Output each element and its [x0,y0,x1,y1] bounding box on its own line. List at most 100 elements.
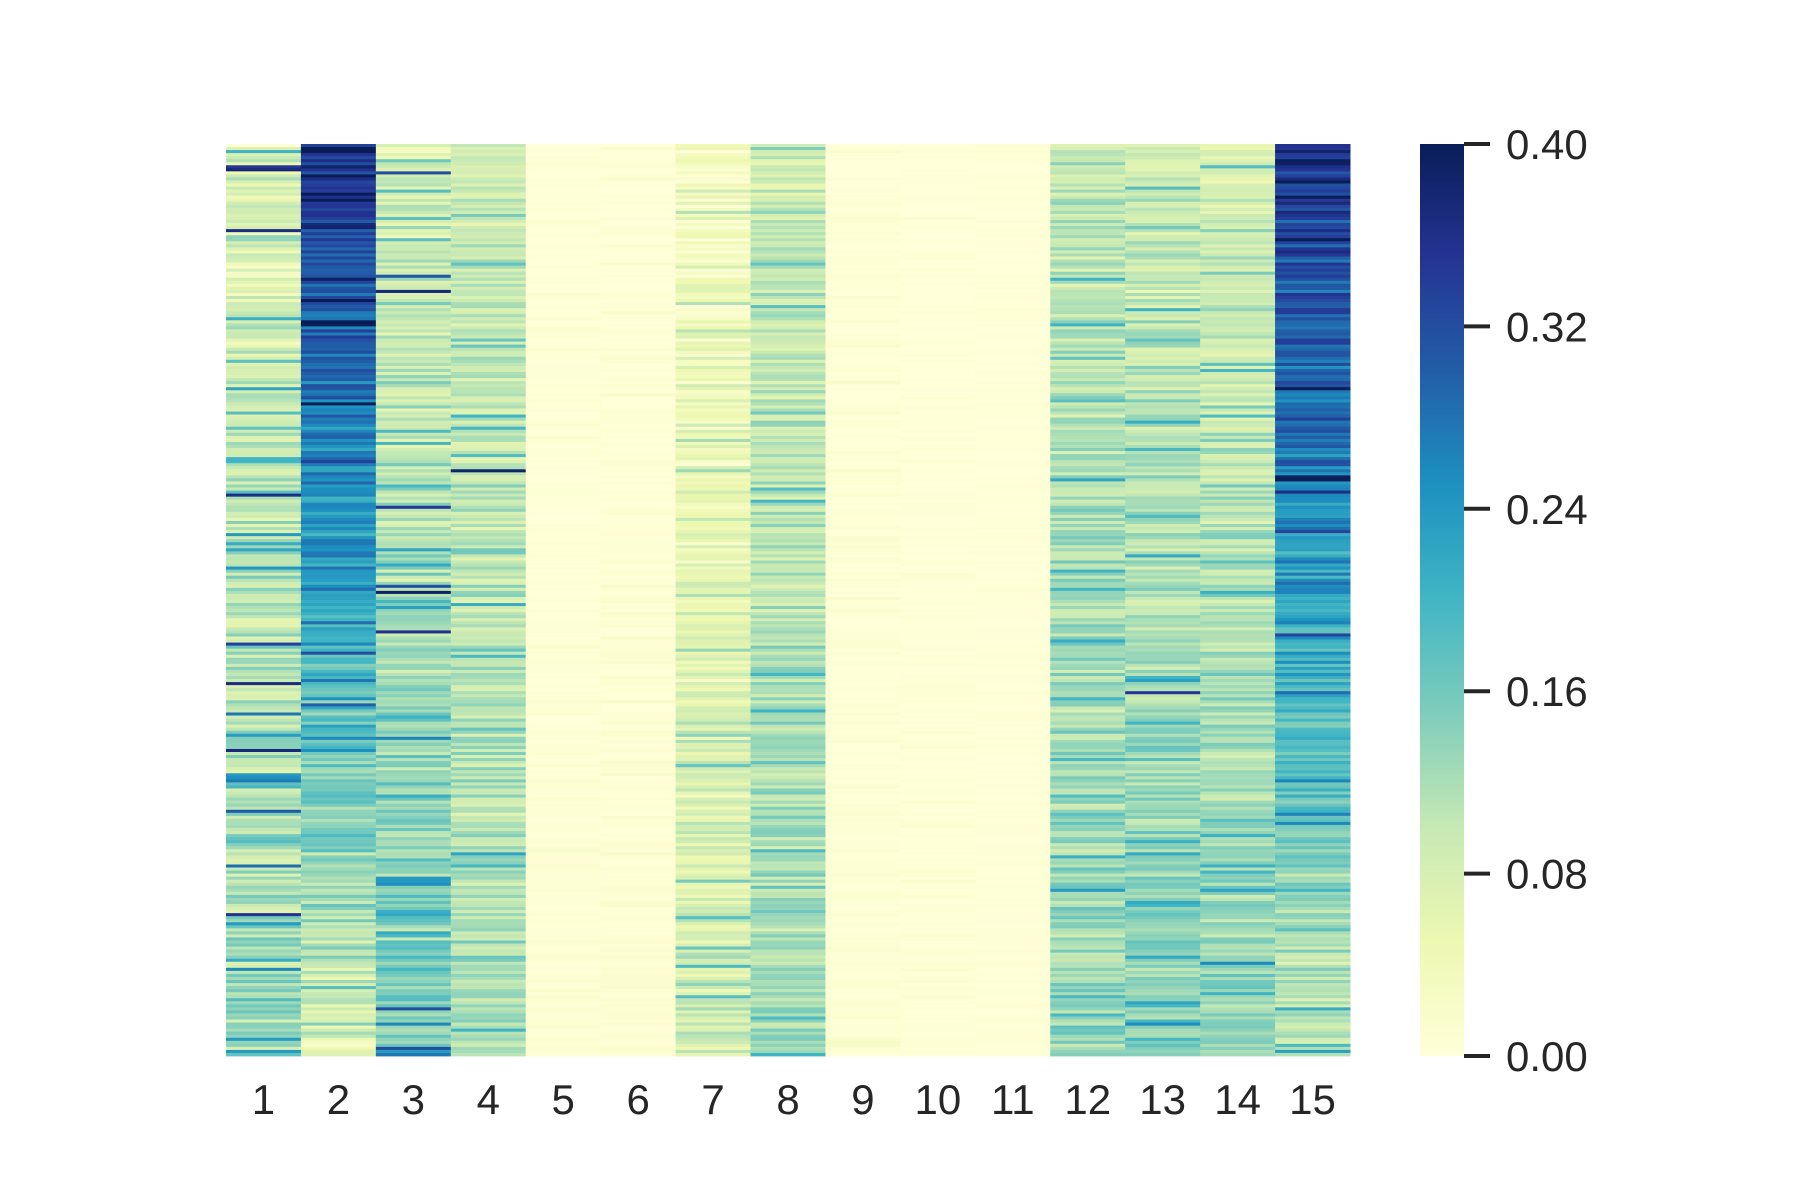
heatmap-cell [675,527,752,531]
heatmap-cell [1200,350,1276,355]
heatmap-cell [1200,812,1276,817]
heatmap-cell [226,976,302,981]
heatmap-cell [1050,271,1126,276]
heatmap-cell [1125,533,1201,537]
heatmap-cell [900,803,976,808]
heatmap-cell [750,502,826,507]
heatmap-cell [1200,180,1276,184]
heatmap-cell [226,253,302,257]
heatmap-cell [600,259,677,263]
heatmap-cell [600,797,677,802]
heatmap-cell [1050,949,1126,954]
heatmap-cell [226,831,302,835]
heatmap-cell [900,1013,976,1017]
heatmap-cell [1125,171,1201,175]
heatmap-cell [525,286,602,291]
heatmap-cell [450,451,527,455]
heatmap-cell [1050,575,1126,580]
heatmap-cell [525,441,602,446]
heatmap-cell [1125,818,1201,823]
heatmap-cell [675,396,752,400]
heatmap-cell [525,596,602,601]
heatmap-cell [450,861,527,865]
heatmap-cell [1050,527,1126,531]
heatmap-cell [450,600,527,604]
heatmap-cell [1275,1004,1351,1008]
heatmap-cell [825,159,901,163]
heatmap-cell [1275,444,1351,449]
heatmap-cell [1200,873,1276,878]
heatmap-cell [300,998,377,1002]
heatmap-cell [1125,432,1201,437]
heatmap-cell [900,311,976,315]
heatmap-cell [300,365,377,370]
heatmap-cell [900,630,976,634]
heatmap-cell [1125,444,1201,449]
heatmap-cell [525,326,602,330]
heatmap-cell [1125,1025,1201,1030]
heatmap-cell [825,165,901,169]
heatmap-cell [1200,548,1276,552]
heatmap-cell [1200,691,1276,695]
heatmap-cell [450,411,527,415]
heatmap-cell [525,268,602,273]
heatmap-cell [900,320,976,324]
heatmap-cell [375,396,452,400]
heatmap-cell [1275,1025,1351,1030]
heatmap-cell [375,402,452,406]
heatmap-cell [450,150,527,154]
heatmap-cell [750,672,826,677]
heatmap-cell [750,852,826,856]
heatmap-cell [1275,679,1351,683]
heatmap-cell [525,828,602,832]
heatmap-cell [226,271,302,276]
heatmap-cell [600,250,677,254]
heatmap-cell [525,986,602,990]
heatmap-cell [825,834,901,838]
heatmap-cell [1275,314,1351,318]
heatmap-cell [375,1049,452,1054]
heatmap-cell [1050,748,1126,753]
heatmap-cell [675,289,752,294]
heatmap-cell [1200,897,1276,902]
heatmap-cell [525,356,602,361]
heatmap-cell [1050,630,1126,634]
heatmap-cell [825,329,901,333]
heatmap-cell [600,748,677,753]
heatmap-cell [675,828,752,832]
heatmap-cell [450,277,527,282]
heatmap-cell [300,396,377,400]
heatmap-cell [975,919,1051,923]
heatmap-cell [525,852,602,856]
heatmap-cell [375,280,452,285]
heatmap-cell [1200,165,1276,169]
heatmap-cell [375,706,452,710]
heatmap-cell [750,426,826,431]
heatmap-cell [825,1016,901,1020]
heatmap-cell [1275,806,1351,811]
heatmap-cell [525,171,602,175]
heatmap-cell [975,524,1051,528]
colorbar-tick-label: 0.32 [1506,303,1588,350]
heatmap-cell [750,986,826,990]
heatmap-cell [226,621,302,625]
heatmap-cell [825,752,901,756]
heatmap-cell [900,213,976,218]
heatmap-cell [900,147,976,151]
heatmap-cell [300,831,377,835]
heatmap-cell [675,444,752,449]
heatmap-cell [450,700,527,704]
heatmap-cell [525,761,602,765]
heatmap-cell [975,651,1051,656]
heatmap-cell [525,818,602,823]
heatmap-cell [975,989,1051,993]
heatmap-cell [1125,809,1201,814]
heatmap-cell [975,280,1051,285]
heatmap-cell [226,469,302,473]
heatmap-cell [226,709,302,713]
heatmap-cell [226,302,302,306]
heatmap-cell [600,466,677,470]
heatmap-cell [1275,566,1351,570]
heatmap-cell [1050,435,1126,440]
heatmap-cell [1125,940,1201,944]
